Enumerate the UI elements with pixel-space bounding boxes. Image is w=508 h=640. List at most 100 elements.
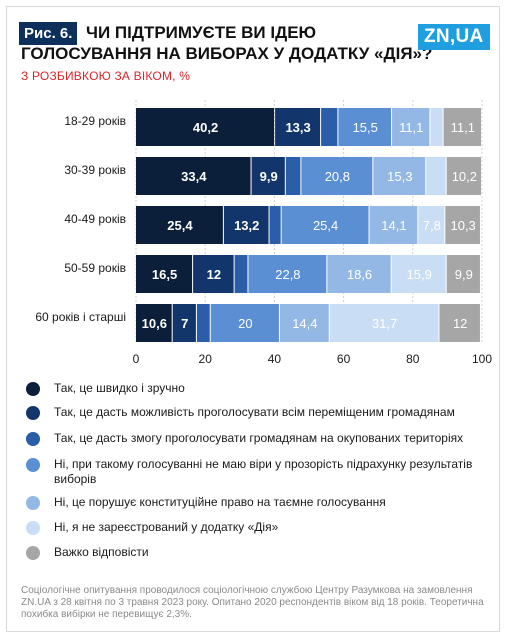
bar-segment xyxy=(426,157,446,195)
legend-label: Так, це дасть можливість проголосувати в… xyxy=(54,405,455,419)
bar-value-label: 14,4 xyxy=(292,316,317,331)
legend-label: Ні, я не зареєстрований у додатку «Дія» xyxy=(54,520,279,534)
bar-value-label: 40,2 xyxy=(193,120,218,135)
legend-label: Так, це швидко і зручно xyxy=(54,381,185,395)
legend-item: Так, це дасть змогу проголосувати громад… xyxy=(26,431,474,446)
bar-value-label: 7 xyxy=(181,316,188,331)
x-tick-label: 60 xyxy=(337,352,351,366)
bar-segment xyxy=(285,157,301,195)
bar-value-label: 11,1 xyxy=(451,120,475,135)
bar-value-label: 15,9 xyxy=(407,267,432,282)
x-tick-label: 40 xyxy=(268,352,282,366)
bar-segment xyxy=(136,304,172,342)
bar-segment xyxy=(392,108,430,146)
bar-segment xyxy=(281,206,369,244)
bar-segment xyxy=(248,255,327,293)
bar-value-label: 10,6 xyxy=(142,316,167,331)
legend-item: Важко відповісти xyxy=(26,545,474,560)
bar-segment xyxy=(193,255,234,293)
bar-segment xyxy=(234,255,248,293)
legend-item: Так, це швидко і зручно xyxy=(26,381,474,396)
legend-label: Так, це дасть змогу проголосувати громад… xyxy=(54,431,464,445)
bar-segment xyxy=(279,304,329,342)
bar-segment xyxy=(136,255,193,293)
category-label: 30-39 років xyxy=(64,163,126,177)
bar-segment xyxy=(329,304,439,342)
bar-value-label: 9,9 xyxy=(260,169,278,184)
x-tick-label: 80 xyxy=(406,352,420,366)
legend-item: Так, це дасть можливість проголосувати в… xyxy=(26,405,474,420)
bar-segment xyxy=(439,304,480,342)
bar-value-label: 13,3 xyxy=(285,120,310,135)
legend-swatch xyxy=(26,496,40,510)
bar-segment xyxy=(136,108,275,146)
bar-value-label: 31,7 xyxy=(372,316,397,331)
bar-value-label: 15,5 xyxy=(353,120,378,135)
figure-frame xyxy=(6,6,500,632)
bar-value-label: 20 xyxy=(238,316,252,331)
bar-value-label: 16,5 xyxy=(152,267,177,282)
stacked-bar-chart: 0 20 40 60 80 100 18-29 років 40,2 13,3 15,5 11,1 1… xyxy=(35,100,492,366)
bar-segment xyxy=(338,108,392,146)
legend-swatch xyxy=(26,432,40,446)
chart-title-line2: ГОЛОСУВАННЯ НА ВИБОРАХ У ДОДАТКУ «ДІЯ»? xyxy=(21,44,433,63)
bar-value-label: 9,9 xyxy=(455,267,473,282)
chart-subtitle: З РОЗБИВКОЮ ЗА ВІКОМ, % xyxy=(21,69,191,83)
bar-value-label: 33,4 xyxy=(181,169,207,184)
legend-swatch xyxy=(26,521,40,535)
bar-segment xyxy=(251,157,285,195)
x-tick-label: 20 xyxy=(199,352,213,366)
bar-value-label: 13,2 xyxy=(234,218,259,233)
bar-segment xyxy=(223,206,269,244)
legend-item: Ні, це порушує конституційне право на та… xyxy=(26,495,474,510)
bar-segment xyxy=(321,108,338,146)
bar-segment xyxy=(373,157,426,195)
bar-value-label: 18,6 xyxy=(347,267,372,282)
legend-label: Важко відповісти xyxy=(54,545,149,559)
category-label: 18-29 років xyxy=(64,114,126,128)
legend-swatch xyxy=(26,406,40,420)
category-label: 40-49 років xyxy=(64,212,126,226)
bar-segment xyxy=(196,304,210,342)
bar-segment xyxy=(269,206,281,244)
legend-label: Ні, це порушує конституційне право на та… xyxy=(54,495,386,509)
zn-ua-logo: ZN,UA xyxy=(418,24,490,50)
bar-segment xyxy=(446,255,480,293)
bar-value-label: 25,4 xyxy=(167,218,193,233)
bar-segment xyxy=(446,157,481,195)
legend-item: Ні, я не зареєстрований у додатку «Дія» xyxy=(26,520,474,535)
bar-segment xyxy=(418,206,445,244)
bar-segment xyxy=(391,255,446,293)
bar-value-label: 14,1 xyxy=(381,218,406,233)
legend-swatch xyxy=(26,382,40,396)
bar-segment xyxy=(369,206,418,244)
x-tick-label: 100 xyxy=(472,352,492,366)
bar-value-label: 12 xyxy=(453,316,467,331)
bar-value-label: 10,2 xyxy=(452,169,477,184)
bar-segment xyxy=(136,157,251,195)
footnote: Соціологічне опитування проводилося соці… xyxy=(21,585,484,620)
bar-segment xyxy=(172,304,196,342)
bar-value-label: 22,8 xyxy=(275,267,300,282)
category-label: 50-59 років xyxy=(64,261,126,275)
chart-title-line1: ЧИ ПІДТРИМУЄТЕ ВИ ІДЕЮ xyxy=(86,23,317,42)
bar-segment xyxy=(301,157,373,195)
x-tick-label: 0 xyxy=(133,352,140,366)
bar-segment xyxy=(136,206,223,244)
bar-segment xyxy=(327,255,391,293)
figure-tag: Рис. 6. xyxy=(19,22,78,45)
bar-segment xyxy=(445,206,480,244)
legend-item: Ні, при такому голосуванні не маю віри у… xyxy=(26,457,474,487)
legend-swatch xyxy=(26,546,40,560)
bar-segment xyxy=(430,108,443,146)
bar-value-label: 12 xyxy=(207,267,221,282)
bar-value-label: 7,8 xyxy=(423,218,441,233)
bar-value-label: 15,3 xyxy=(387,169,412,184)
legend-label: Ні, при такому голосуванні не маю віри у… xyxy=(54,457,473,486)
bar-value-label: 20,8 xyxy=(325,169,350,184)
bar-segment xyxy=(443,108,481,146)
bar-value-label: 10,3 xyxy=(450,218,475,233)
bar-segment xyxy=(275,108,321,146)
bar-value-label: 11,1 xyxy=(399,120,423,135)
category-label: 60 років і старші xyxy=(35,310,126,324)
